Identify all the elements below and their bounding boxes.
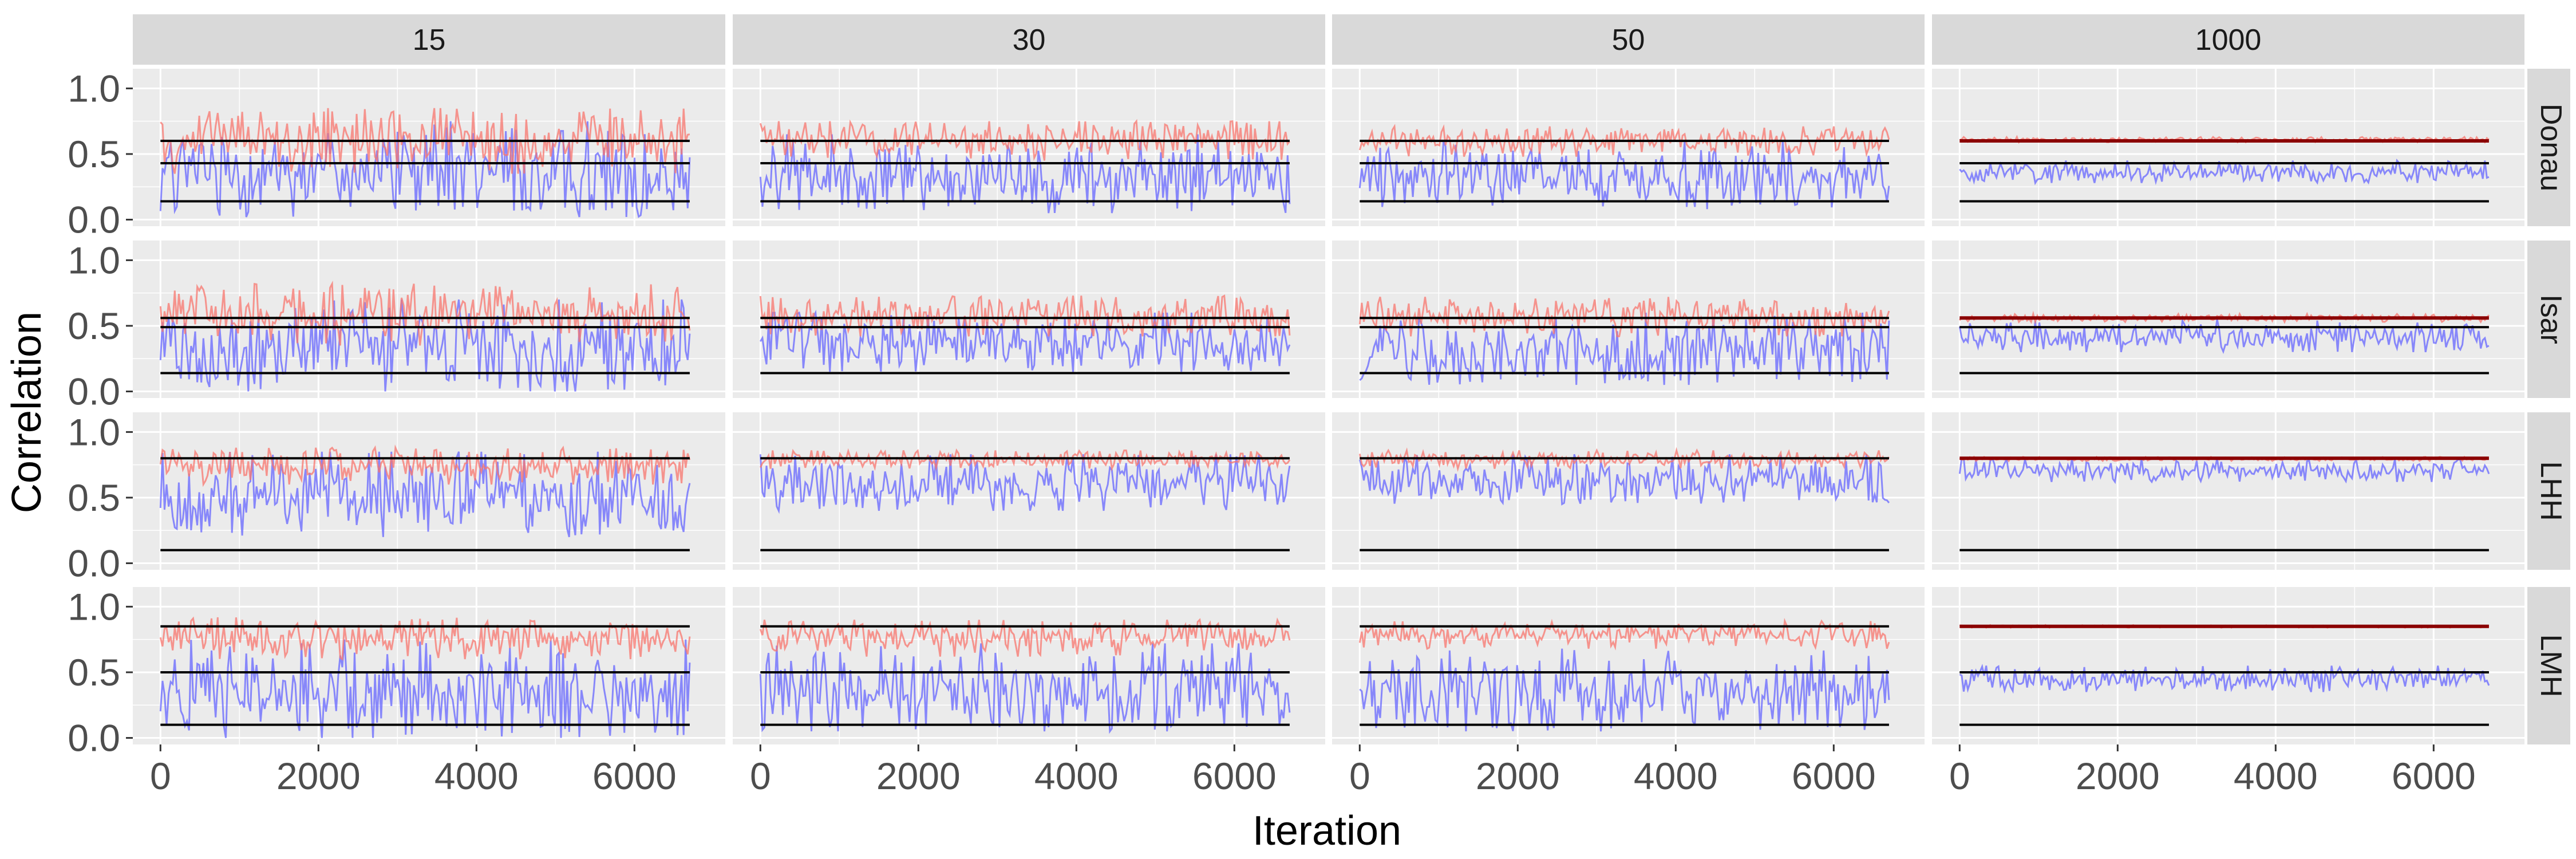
x-tick-label: 4000 xyxy=(2234,755,2318,797)
strip-lhh xyxy=(2527,412,2570,570)
panel-donau-15 xyxy=(133,69,725,226)
panel-background xyxy=(133,241,725,398)
strip-15 xyxy=(133,14,725,65)
strip-label-lmh: LMH xyxy=(2534,635,2567,698)
x-tick-label: 4000 xyxy=(1034,755,1119,797)
trace-blue xyxy=(159,451,691,538)
y-tick-label: 0.0 xyxy=(68,542,120,585)
x-tick-label: 2000 xyxy=(2076,755,2160,797)
panel-lmh-30 xyxy=(733,587,1325,744)
panel-background xyxy=(1332,587,1925,744)
trace-blue xyxy=(759,643,1291,734)
trace-blue xyxy=(1958,318,2490,354)
y-tick-label: 0.0 xyxy=(68,371,120,413)
y-tick-label: 1.0 xyxy=(68,411,120,453)
y-tick-label: 1.0 xyxy=(68,585,120,628)
trace-red xyxy=(159,444,691,487)
trace-blue xyxy=(159,299,691,392)
panel-background xyxy=(1932,587,2524,744)
panel-lmh-50 xyxy=(1332,587,1925,744)
x-tick-label: 6000 xyxy=(1792,755,1876,797)
trace-blue xyxy=(759,454,1291,514)
trace-blue xyxy=(1958,456,2490,484)
panel-lhh-15 xyxy=(133,412,725,570)
trace-blue xyxy=(1959,664,2490,694)
strip-30 xyxy=(733,14,1325,65)
x-axis-title: Iteration xyxy=(1253,808,1401,854)
trace-red xyxy=(759,119,1291,161)
panel-isar-50 xyxy=(1332,241,1925,398)
trace-red xyxy=(160,108,690,174)
panel-isar-30 xyxy=(733,241,1325,398)
strip-label-15: 15 xyxy=(413,23,446,57)
panel-lhh-50 xyxy=(1332,412,1925,570)
y-tick-label: 0.0 xyxy=(68,717,120,759)
panel-donau-30 xyxy=(733,69,1325,226)
strip-label-30: 30 xyxy=(1013,23,1046,57)
strip-label-50: 50 xyxy=(1612,23,1645,57)
y-tick-label: 1.0 xyxy=(68,239,120,281)
x-tick-label: 0 xyxy=(150,755,171,797)
panel-background xyxy=(1932,69,2524,226)
panel-lmh-1000 xyxy=(1932,587,2524,744)
trace-red xyxy=(1358,617,1890,651)
y-tick-label: 0.5 xyxy=(68,476,120,519)
panel-background xyxy=(1932,412,2524,570)
x-tick-label: 0 xyxy=(1349,755,1370,797)
trace-red xyxy=(759,617,1291,657)
x-tick-label: 4000 xyxy=(434,755,519,797)
trace-blue xyxy=(1358,454,1890,506)
x-tick-label: 2000 xyxy=(276,755,361,797)
y-tick-label: 0.5 xyxy=(68,651,120,693)
strip-label-1000: 1000 xyxy=(2195,23,2262,57)
panel-isar-15 xyxy=(133,241,725,398)
strip-label-donau: Donau xyxy=(2534,104,2567,191)
x-tick-label: 6000 xyxy=(592,755,677,797)
trace-blue xyxy=(759,134,1291,214)
trace-red xyxy=(1358,447,1890,472)
x-tick-label: 4000 xyxy=(1634,755,1718,797)
x-tick-label: 0 xyxy=(1949,755,1970,797)
panel-donau-1000 xyxy=(1932,69,2524,226)
panel-donau-50 xyxy=(1332,69,1925,226)
panel-background xyxy=(1332,69,1925,226)
y-tick-label: 0.0 xyxy=(68,199,120,241)
y-axis-title: Correlation xyxy=(4,312,50,513)
trace-blue xyxy=(1959,159,2490,186)
x-tick-label: 2000 xyxy=(1476,755,1560,797)
y-tick-label: 0.5 xyxy=(68,133,120,175)
panel-lhh-30 xyxy=(733,412,1325,570)
trace-red xyxy=(1358,297,1890,337)
strip-isar xyxy=(2527,241,2570,398)
x-tick-label: 2000 xyxy=(876,755,961,797)
strip-label-isar: Isar xyxy=(2534,294,2567,344)
panel-background xyxy=(733,412,1325,570)
x-tick-label: 0 xyxy=(750,755,771,797)
trace-blue xyxy=(1359,648,1890,732)
strip-50 xyxy=(1332,14,1925,65)
trace-red xyxy=(1358,124,1890,157)
trace-blue xyxy=(1358,140,1890,210)
x-tick-label: 6000 xyxy=(2392,755,2476,797)
strip-lmh xyxy=(2527,587,2570,744)
trace-red xyxy=(759,294,1291,337)
x-tick-label: 6000 xyxy=(1192,755,1277,797)
panel-lhh-1000 xyxy=(1932,412,2524,570)
strip-1000 xyxy=(1932,14,2524,65)
y-tick-label: 1.0 xyxy=(68,67,120,109)
panel-isar-1000 xyxy=(1932,241,2524,398)
strip-label-lhh: LHH xyxy=(2534,461,2567,521)
trace-blue xyxy=(1359,312,1890,385)
panel-background xyxy=(733,69,1325,226)
trace-red xyxy=(159,616,691,661)
strip-donau xyxy=(2527,69,2570,226)
y-tick-label: 0.5 xyxy=(68,305,120,347)
panel-lmh-15 xyxy=(133,587,725,744)
